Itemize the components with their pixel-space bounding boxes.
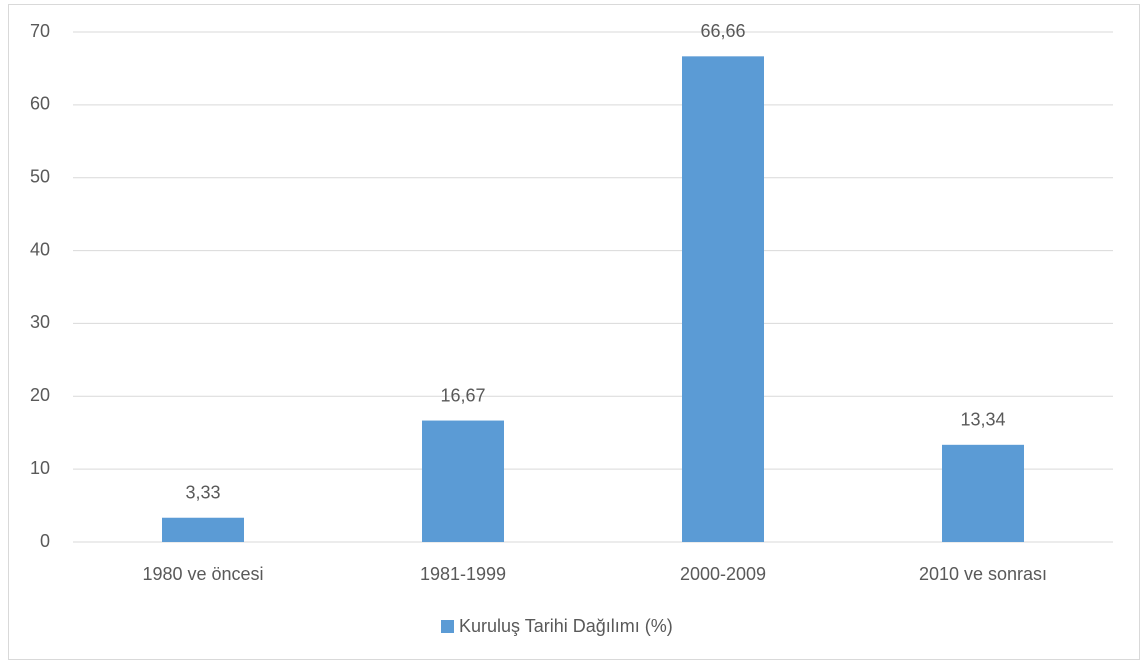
y-tick-label: 0 bbox=[40, 531, 50, 551]
y-tick-label: 50 bbox=[30, 166, 50, 186]
legend-label: Kuruluş Tarihi Dağılımı (%) bbox=[459, 616, 673, 636]
y-tick-label: 10 bbox=[30, 458, 50, 478]
y-tick-label: 20 bbox=[30, 385, 50, 405]
data-label: 13,34 bbox=[960, 410, 1005, 430]
y-tick-label: 70 bbox=[30, 21, 50, 41]
x-tick-label: 2010 ve sonrası bbox=[919, 564, 1047, 584]
chart-border bbox=[8, 4, 1140, 660]
y-tick-label: 30 bbox=[30, 312, 50, 332]
data-label: 16,67 bbox=[440, 385, 485, 405]
x-tick-label: 1980 ve öncesi bbox=[142, 564, 263, 584]
data-label: 3,33 bbox=[185, 482, 220, 502]
bar bbox=[942, 444, 1024, 542]
data-label: 66,66 bbox=[700, 21, 745, 41]
bar bbox=[162, 517, 244, 542]
x-tick-label: 2000-2009 bbox=[680, 564, 766, 584]
y-tick-label: 40 bbox=[30, 239, 50, 259]
y-tick-label: 60 bbox=[30, 94, 50, 114]
x-tick-label: 1981-1999 bbox=[420, 564, 506, 584]
bar bbox=[682, 56, 764, 542]
bar bbox=[422, 420, 504, 542]
legend-swatch bbox=[441, 620, 454, 633]
